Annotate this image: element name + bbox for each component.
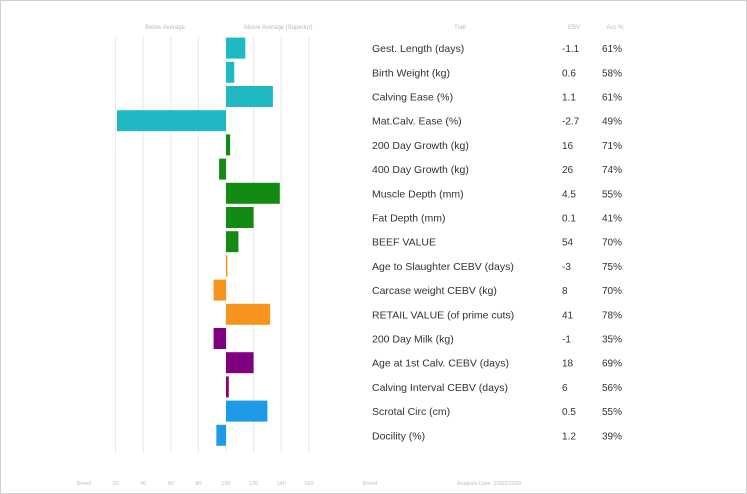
acc-value: 71% [602, 141, 622, 152]
acc-value: 61% [602, 93, 622, 104]
header-below-average: Below Average [145, 25, 186, 31]
trait-label: Calving Interval CEBV (days) [372, 382, 508, 394]
bar-13 [226, 352, 254, 373]
acc-value: 69% [602, 359, 622, 370]
trait-label: Muscle Depth (mm) [372, 188, 464, 200]
ebv-value: 1.2 [562, 431, 576, 442]
ebv-value: -2.7 [562, 117, 580, 128]
x-tick-label-6: 140 [277, 481, 286, 487]
ebv-value: 6 [562, 383, 568, 394]
ebv-value: -1 [562, 335, 571, 346]
bar-16 [216, 425, 226, 446]
x-tick-label-1: 40 [140, 481, 146, 487]
bar-2 [226, 86, 273, 107]
x-axis-ticks: 20 40 60 80 100 120 140 160 [113, 481, 314, 487]
trait-label: Mat.Calv. Ease (%) [372, 116, 462, 128]
bar-15 [226, 401, 267, 422]
ebv-value: 1.1 [562, 93, 576, 104]
header-trait: Trait [454, 25, 466, 31]
trait-label: Fat Depth (mm) [372, 213, 446, 225]
ebv-value: -3 [562, 262, 571, 273]
acc-value: 78% [602, 310, 622, 321]
ebv-value: -1.1 [562, 44, 580, 55]
x-tick-label-2: 60 [168, 481, 174, 487]
acc-value: 58% [602, 68, 622, 79]
acc-value: 41% [602, 214, 622, 225]
acc-value: 55% [602, 407, 622, 418]
x-tick-label-3: 80 [195, 481, 201, 487]
bar-11 [226, 304, 270, 325]
bar-4 [226, 134, 230, 155]
bar-6 [226, 183, 280, 204]
bar-5 [219, 159, 226, 180]
ebv-value: 41 [562, 310, 574, 321]
acc-value: 75% [602, 262, 622, 273]
bar-3 [117, 110, 226, 131]
trait-label: Docility (%) [372, 430, 425, 442]
acc-value: 74% [602, 165, 622, 176]
bar-8 [226, 231, 238, 252]
acc-value: 61% [602, 44, 622, 55]
header-acc: Acc % [606, 25, 624, 31]
acc-value: 55% [602, 189, 622, 200]
footer-left-label: Breed [77, 481, 92, 487]
trait-label: Birth Weight (kg) [372, 67, 450, 79]
trait-label: 200 Day Milk (kg) [372, 334, 454, 346]
bar-14 [226, 376, 229, 397]
x-tick-label-7: 160 [304, 481, 313, 487]
trait-label: Age at 1st Calv. CEBV (days) [372, 358, 509, 370]
acc-value: 56% [602, 383, 622, 394]
acc-value: 35% [602, 335, 622, 346]
trait-label: 200 Day Growth (kg) [372, 140, 469, 152]
header-above-average: Above Average (Superior) [244, 25, 313, 31]
bar-10 [214, 280, 226, 301]
trait-label: RETAIL VALUE (of prime cuts) [372, 309, 514, 321]
row-labels: Gest. Length (days) -1.1 61% Birth Weight (… [372, 43, 622, 442]
trait-label: Carcase weight CEBV (kg) [372, 285, 497, 297]
ebv-value: 0.1 [562, 214, 576, 225]
ebv-value: 0.5 [562, 407, 576, 418]
trait-label: Gest. Length (days) [372, 43, 464, 55]
bar-1 [226, 62, 234, 83]
acc-value: 70% [602, 238, 622, 249]
ebv-value: 18 [562, 359, 574, 370]
acc-value: 70% [602, 286, 622, 297]
ebv-value: 26 [562, 165, 574, 176]
bar-7 [226, 207, 254, 228]
trait-label: BEEF VALUE [372, 237, 436, 249]
trait-label: Age to Slaughter CEBV (days) [372, 261, 514, 273]
footer-right-label: Breed [363, 481, 378, 487]
grid-lines [116, 36, 309, 453]
ebv-value: 8 [562, 286, 568, 297]
bar-12 [214, 328, 226, 349]
trait-label: Calving Ease (%) [372, 92, 453, 104]
ebv-value: 4.5 [562, 189, 576, 200]
analysis-date: Analysis Date: 23/03/2020 [457, 481, 521, 487]
x-tick-label-0: 20 [113, 481, 119, 487]
acc-value: 39% [602, 431, 622, 442]
ebv-value: 16 [562, 141, 574, 152]
acc-value: 49% [602, 117, 622, 128]
header-ebv: EBV [568, 25, 580, 31]
trait-label: Scrotal Circ (cm) [372, 406, 450, 418]
bar-9 [226, 255, 227, 276]
trait-label: 400 Day Growth (kg) [372, 164, 469, 176]
bar-0 [226, 38, 245, 59]
ebv-value: 0.6 [562, 68, 576, 79]
x-tick-label-4: 100 [221, 481, 230, 487]
ebv-value: 54 [562, 238, 574, 249]
x-tick-label-5: 120 [249, 481, 258, 487]
